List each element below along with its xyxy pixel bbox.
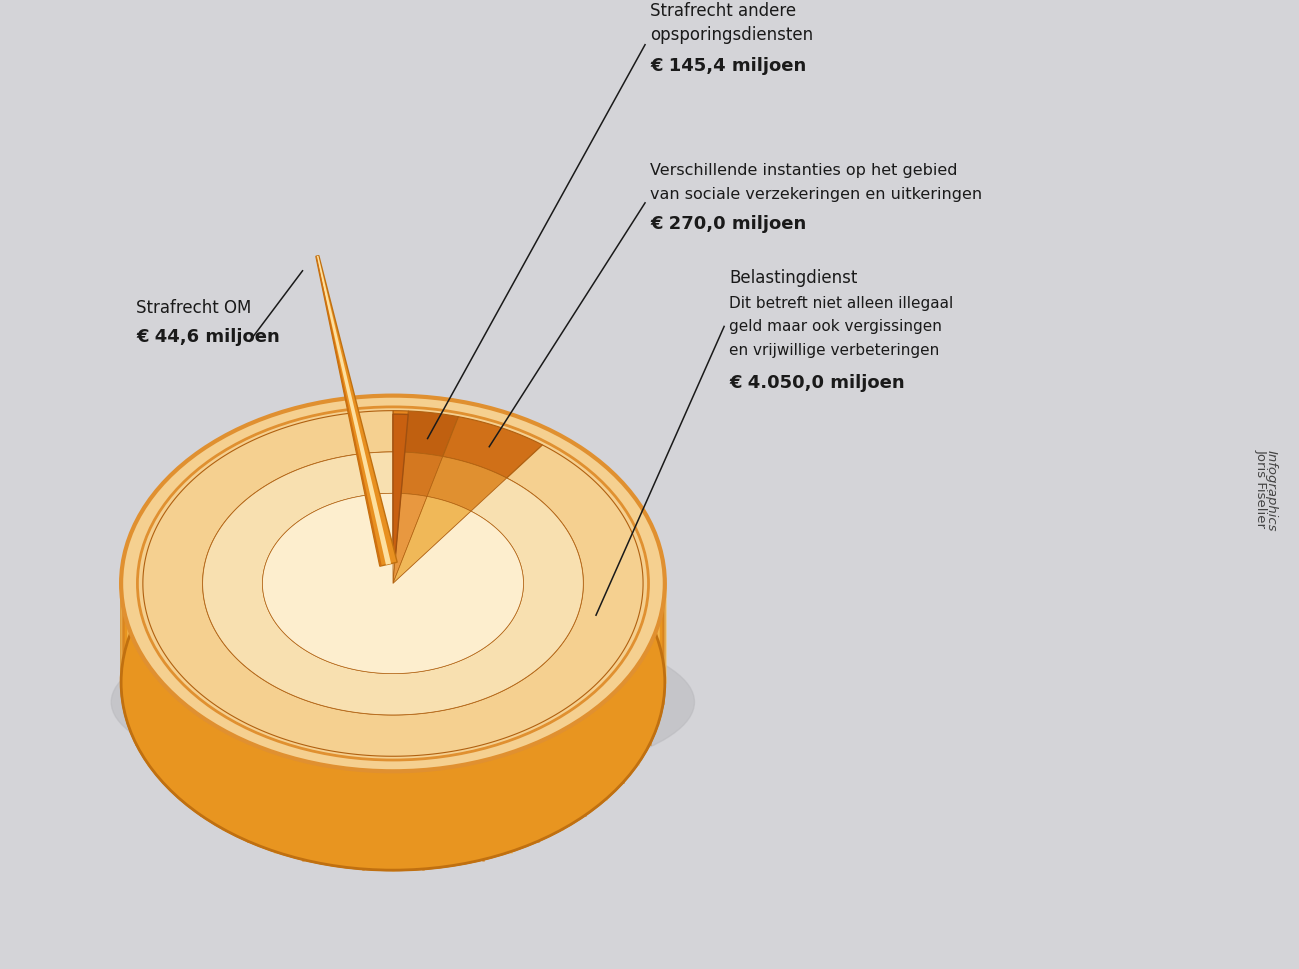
Text: Verschillende instanties op het gebied: Verschillende instanties op het gebied <box>650 163 957 178</box>
Text: Dit betreft niet alleen illegaal: Dit betreft niet alleen illegaal <box>729 296 953 311</box>
Text: Belastingdienst: Belastingdienst <box>729 268 857 287</box>
Polygon shape <box>121 583 665 870</box>
Text: Strafrecht andere: Strafrecht andere <box>650 2 796 20</box>
Polygon shape <box>394 411 408 453</box>
Ellipse shape <box>121 395 665 771</box>
Text: € 270,0 miljoen: € 270,0 miljoen <box>650 215 807 234</box>
Text: Infographics: Infographics <box>1264 450 1277 531</box>
Polygon shape <box>394 493 401 583</box>
Polygon shape <box>394 414 408 556</box>
Polygon shape <box>401 453 443 496</box>
Text: Strafrecht OM: Strafrecht OM <box>136 298 251 317</box>
Text: van sociale verzekeringen en uitkeringen: van sociale verzekeringen en uitkeringen <box>650 187 982 202</box>
Text: en vrijwillige verbeteringen: en vrijwillige verbeteringen <box>729 343 939 359</box>
Ellipse shape <box>160 422 626 745</box>
Polygon shape <box>394 452 405 493</box>
Text: € 4.050,0 miljoen: € 4.050,0 miljoen <box>729 374 904 391</box>
Polygon shape <box>203 452 583 715</box>
Text: € 145,4 miljoen: € 145,4 miljoen <box>650 57 807 76</box>
Polygon shape <box>316 256 382 566</box>
Text: Joris Fiselier: Joris Fiselier <box>1255 449 1268 532</box>
Text: €: € <box>327 494 478 703</box>
Polygon shape <box>394 493 427 583</box>
Polygon shape <box>394 496 472 583</box>
Polygon shape <box>262 493 523 673</box>
Ellipse shape <box>138 407 648 760</box>
Polygon shape <box>316 256 397 566</box>
Ellipse shape <box>121 494 665 870</box>
Polygon shape <box>443 417 543 478</box>
Polygon shape <box>427 456 507 512</box>
Polygon shape <box>405 411 459 456</box>
Text: opsporingsdiensten: opsporingsdiensten <box>650 26 813 44</box>
Text: geld maar ook vergissingen: geld maar ook vergissingen <box>729 320 942 334</box>
Text: € 44,6 miljoen: € 44,6 miljoen <box>136 328 279 346</box>
Polygon shape <box>317 256 391 565</box>
Ellipse shape <box>112 617 695 787</box>
Polygon shape <box>143 411 643 756</box>
